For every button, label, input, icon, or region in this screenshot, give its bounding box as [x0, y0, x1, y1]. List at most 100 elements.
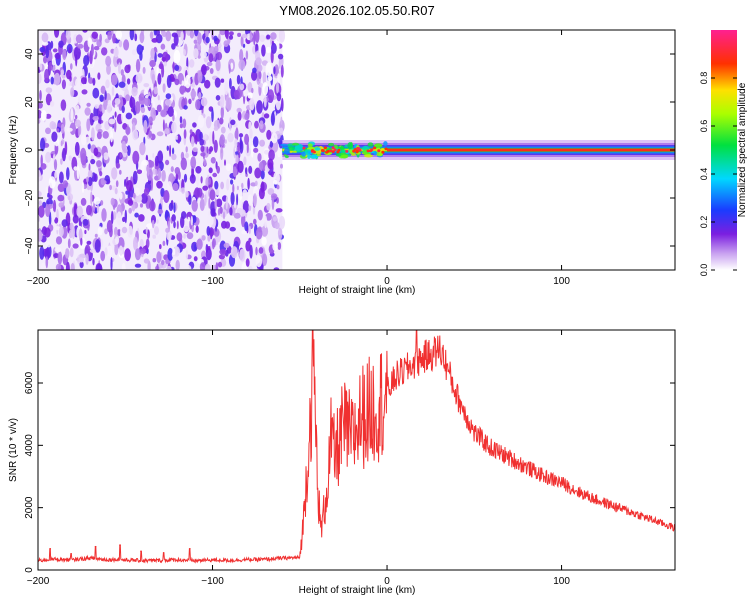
snr-spike-point: [140, 550, 142, 553]
noise-blob: [151, 73, 156, 85]
noise-blob: [220, 146, 224, 161]
noise-blob: [176, 220, 179, 230]
noise-blob: [258, 187, 265, 200]
noise-blob: [206, 61, 213, 67]
noise-blob: [185, 249, 188, 260]
noise-blob: [258, 71, 262, 80]
colorbar-label: Normalized spectral amplitude: [737, 82, 748, 217]
noise-blob: [111, 86, 115, 96]
noise-blob: [119, 152, 122, 158]
noise-blob: [111, 74, 118, 86]
noise-blob: [162, 119, 165, 132]
y-tick-label: 0: [24, 147, 35, 153]
spectrogram-x-ticks: −200 −100 0 100: [27, 30, 570, 287]
noise-blob: [134, 33, 138, 42]
noise-blob: [93, 173, 98, 182]
noise-blob: [38, 215, 41, 222]
noise-blob: [245, 240, 251, 252]
noise-blob: [75, 78, 81, 88]
noise-blob: [66, 127, 73, 132]
noise-blob: [172, 248, 176, 256]
noise-blob: [215, 262, 219, 270]
noise-blob: [264, 215, 268, 229]
noise-blob: [143, 258, 150, 264]
colorbar-tick-label: 0.2: [699, 216, 709, 229]
noise-blob: [184, 264, 192, 270]
noise-blob: [165, 159, 170, 166]
noise-blob: [197, 32, 202, 45]
noise-blob: [208, 53, 214, 63]
noise-blob: [244, 221, 249, 232]
noise-blob: [214, 180, 219, 190]
noise-blob: [253, 31, 256, 46]
noise-blob: [236, 193, 239, 206]
noise-blob: [239, 83, 245, 91]
noise-blob: [172, 147, 175, 155]
noise-blob: [67, 238, 71, 249]
noise-blob: [277, 227, 283, 240]
noise-blob: [197, 70, 203, 84]
noise-blob: [239, 137, 242, 150]
noise-blob: [240, 35, 244, 47]
noise-blob: [100, 200, 104, 206]
noise-blob: [213, 126, 219, 131]
noise-blob: [81, 134, 87, 146]
noise-blob: [45, 113, 52, 119]
noise-blob: [189, 173, 196, 184]
noise-blob: [148, 116, 153, 124]
noise-blob: [54, 217, 59, 224]
noise-blob: [40, 110, 47, 121]
noise-blob: [44, 68, 50, 83]
noise-blob: [51, 58, 56, 66]
noise-blob: [79, 253, 86, 259]
noise-blob: [174, 167, 180, 175]
noise-blob: [267, 75, 273, 82]
noise-blob: [248, 225, 251, 235]
noise-blob: [70, 263, 75, 270]
noise-blob: [173, 246, 180, 257]
transition-blob: [316, 154, 322, 157]
noise-blob: [181, 187, 185, 194]
x-tick-label: 0: [384, 576, 390, 587]
noise-blob: [111, 167, 118, 180]
noise-blob: [251, 144, 254, 158]
noise-blob: [217, 208, 221, 216]
noise-blob: [38, 118, 41, 124]
noise-blob: [39, 246, 45, 260]
noise-blob: [125, 180, 133, 192]
noise-blob: [159, 244, 162, 250]
transition-blob: [340, 154, 349, 159]
noise-blob: [188, 194, 192, 205]
noise-blob: [164, 128, 170, 135]
noise-blob: [196, 238, 203, 250]
noise-blob: [206, 246, 212, 251]
noise-blob: [280, 64, 284, 78]
noise-blob: [157, 95, 160, 101]
noise-blob: [89, 248, 97, 253]
noise-blob: [190, 215, 193, 226]
noise-blob: [165, 99, 172, 106]
noise-blob: [156, 180, 163, 189]
signal-peak: [384, 147, 388, 151]
noise-blob: [224, 159, 226, 166]
noise-blob: [180, 215, 185, 229]
noise-blob: [66, 167, 70, 181]
noise-blob: [265, 46, 271, 54]
noise-blob: [55, 236, 63, 245]
noise-blob: [238, 133, 244, 138]
noise-blob: [72, 214, 79, 224]
noise-blob: [129, 96, 136, 109]
noise-blob: [61, 79, 66, 90]
noise-blob: [167, 247, 174, 261]
noise-blob: [191, 199, 198, 212]
noise-blob: [183, 173, 188, 183]
noise-blob: [172, 182, 179, 191]
noise-blob: [226, 97, 232, 111]
noise-blob: [228, 35, 234, 40]
noise-blob: [71, 82, 75, 88]
noise-blob: [194, 30, 199, 37]
noise-blob: [234, 138, 238, 149]
noise-blob: [271, 132, 278, 144]
noise-blob: [149, 200, 156, 212]
noise-blob: [265, 31, 268, 36]
